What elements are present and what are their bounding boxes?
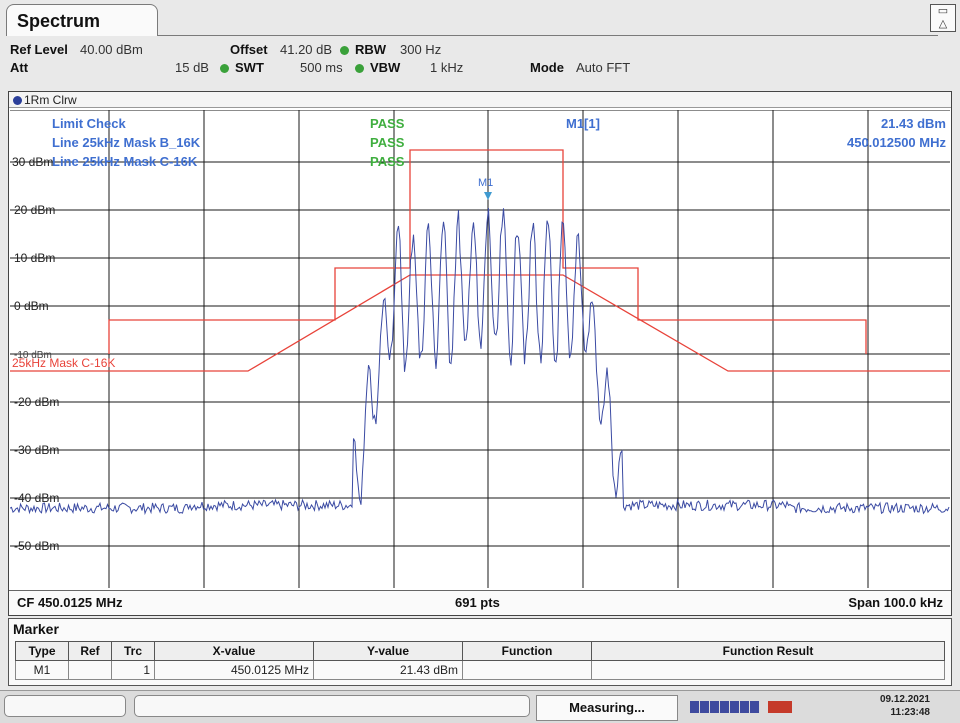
measurement-parameters: Ref Level 40.00 dBm Offset 41.20 dB RBW … bbox=[10, 40, 950, 90]
center-frequency[interactable]: CF 450.0125 MHz bbox=[17, 595, 123, 610]
offset-label: Offset bbox=[230, 42, 268, 57]
col-function: Function bbox=[462, 641, 592, 661]
line2-status: PASS bbox=[370, 154, 405, 169]
swt-indicator-icon bbox=[220, 58, 232, 78]
y-tick-minus50: -50 dBm bbox=[14, 539, 59, 553]
marker-triangle-icon bbox=[484, 192, 492, 200]
marker-readout: M1[1] 21.43 dBm 450.012500 MHz bbox=[566, 116, 946, 150]
plot-footer: CF 450.0125 MHz 691 pts Span 100.0 kHz bbox=[9, 590, 951, 615]
y-tick-30: 30 dBm bbox=[12, 155, 53, 169]
marker-table-panel: Marker Type Ref Trc X-value Y-value Func… bbox=[8, 618, 952, 686]
table-row[interactable]: M1 1 450.0125 MHz 21.43 dBm bbox=[15, 660, 945, 680]
swt-label: SWT bbox=[235, 60, 264, 75]
display-config-icon[interactable]: ▭ △ bbox=[930, 4, 956, 32]
cell-x-value: 450.0125 MHz bbox=[154, 660, 314, 680]
status-time: 11:23:48 bbox=[890, 707, 930, 718]
y-tick-minus40: -40 dBm bbox=[14, 491, 59, 505]
limit-check-block: Limit Check Line 25kHz Mask B_16K Line 2… bbox=[52, 116, 405, 169]
measuring-status: Measuring... bbox=[536, 695, 678, 721]
y-tick-10: 10 dBm bbox=[14, 251, 55, 265]
cell-ref bbox=[68, 660, 112, 680]
status-date: 09.12.2021 bbox=[879, 694, 930, 705]
ref-level-value[interactable]: 40.00 dBm bbox=[80, 42, 143, 57]
y-tick-minus30: -30 dBm bbox=[14, 443, 59, 457]
rbw-indicator-icon bbox=[340, 40, 352, 60]
vbw-label: VBW bbox=[370, 60, 401, 75]
sweep-progress bbox=[690, 701, 800, 713]
marker-table: Type Ref Trc X-value Y-value Function Fu… bbox=[15, 641, 945, 680]
y-tick-0: 0 dBm bbox=[14, 299, 49, 313]
mode-value[interactable]: Auto FFT bbox=[576, 60, 631, 75]
limit-check-label: Limit Check bbox=[52, 116, 126, 131]
swt-value[interactable]: 500 ms bbox=[300, 60, 343, 75]
marker-table-title: Marker bbox=[13, 621, 59, 637]
line2-label: Line 25kHz Mask C-16K bbox=[52, 154, 198, 169]
mask-b-line bbox=[108, 149, 867, 354]
rbw-value[interactable]: 300 Hz bbox=[400, 42, 442, 57]
vbw-value[interactable]: 1 kHz bbox=[430, 60, 464, 75]
col-trc: Trc bbox=[111, 641, 155, 661]
softkey-middle[interactable] bbox=[134, 695, 530, 717]
marker-m1[interactable]: M1 bbox=[478, 177, 493, 200]
date-time: 09.12.2021 11:23:48 bbox=[830, 693, 930, 721]
tab-spectrum[interactable]: Spectrum bbox=[6, 4, 158, 36]
y-axis-labels: 30 dBm 20 dBm 10 dBm 0 dBm -10 dBm -20 d… bbox=[12, 155, 59, 553]
trace-header: 1Rm Clrw bbox=[9, 92, 951, 108]
spectrum-plot[interactable]: 30 dBm 20 dBm 10 dBm 0 dBm -10 dBm -20 d… bbox=[10, 110, 950, 588]
cell-function bbox=[462, 660, 592, 680]
status-bar: Measuring... 09.12.2021 11:23:48 bbox=[0, 690, 960, 723]
col-function-result: Function Result bbox=[591, 641, 945, 661]
limit-check-status: PASS bbox=[370, 116, 405, 131]
trace-label: 1Rm Clrw bbox=[24, 93, 77, 107]
y-tick-20: 20 dBm bbox=[14, 203, 55, 217]
vbw-indicator-icon bbox=[355, 58, 367, 78]
softkey-left[interactable] bbox=[4, 695, 126, 717]
col-type: Type bbox=[15, 641, 69, 661]
y-tick-minus20: -20 dBm bbox=[14, 395, 59, 409]
mode-label: Mode bbox=[530, 60, 564, 75]
spectrum-trace bbox=[10, 208, 950, 516]
marker-readout-name: M1[1] bbox=[566, 116, 600, 131]
cell-y-value: 21.43 dBm bbox=[313, 660, 463, 680]
att-value[interactable]: 15 dB bbox=[175, 60, 209, 75]
rbw-label: RBW bbox=[355, 42, 387, 57]
att-label: Att bbox=[10, 60, 29, 75]
limit-mask-lines bbox=[10, 149, 950, 372]
ref-level-label: Ref Level bbox=[10, 42, 68, 57]
sweep-points[interactable]: 691 pts bbox=[455, 595, 500, 610]
marker-readout-level: 21.43 dBm bbox=[881, 116, 946, 131]
tab-divider bbox=[158, 35, 938, 36]
marker-readout-freq: 450.012500 MHz bbox=[847, 135, 947, 150]
cell-type: M1 bbox=[15, 660, 69, 680]
cell-trc: 1 bbox=[111, 660, 155, 680]
table-header-row: Type Ref Trc X-value Y-value Function Fu… bbox=[15, 641, 945, 661]
line1-label: Line 25kHz Mask B_16K bbox=[52, 135, 201, 150]
span[interactable]: Span 100.0 kHz bbox=[848, 595, 943, 610]
trace-indicator-icon bbox=[13, 96, 22, 106]
col-y-value: Y-value bbox=[313, 641, 463, 661]
col-ref: Ref bbox=[68, 641, 112, 661]
y-tick-minus10: -10 dBm bbox=[14, 350, 52, 361]
col-x-value: X-value bbox=[154, 641, 314, 661]
mask-c-label: 25kHz Mask C-16K bbox=[12, 356, 115, 370]
line1-status: PASS bbox=[370, 135, 405, 150]
offset-value[interactable]: 41.20 dB bbox=[280, 42, 333, 57]
marker-m1-label: M1 bbox=[478, 177, 493, 189]
cell-function-result bbox=[591, 660, 945, 680]
mask-c-line bbox=[10, 274, 950, 372]
